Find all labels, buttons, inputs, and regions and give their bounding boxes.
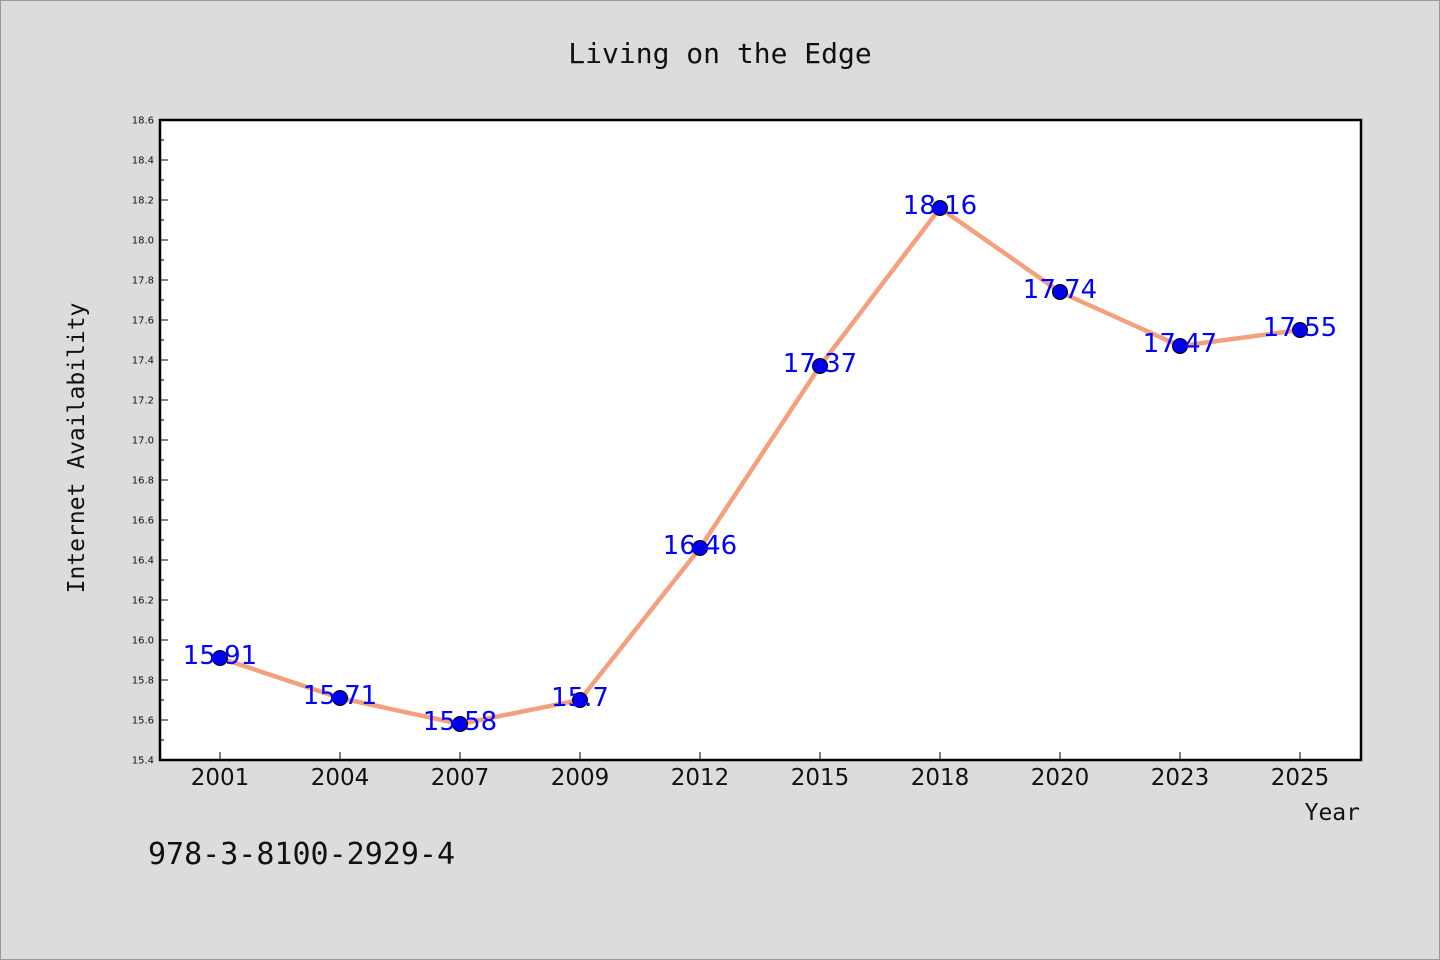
data-label: 15.71: [303, 681, 377, 711]
x-tick-label: 2015: [791, 765, 850, 791]
data-label: 17.74: [1023, 275, 1097, 305]
x-tick-label: 2007: [431, 765, 490, 791]
x-tick-label: 2020: [1031, 765, 1090, 791]
series-markers: [212, 200, 1308, 732]
data-point: [1292, 322, 1308, 338]
y-tick-label: 15.6: [132, 716, 154, 727]
data-label: 17.55: [1263, 313, 1337, 343]
data-label: 15.58: [423, 707, 497, 737]
data-point: [1052, 284, 1068, 300]
y-tick-label: 16.0: [132, 636, 154, 647]
y-tick-label: 18.2: [132, 196, 154, 207]
y-tick-label: 16.2: [132, 596, 154, 607]
data-point: [212, 650, 228, 666]
x-tick-label: 2009: [551, 765, 610, 791]
y-tick-label: 17.4: [132, 356, 154, 367]
data-label: 18.16: [903, 191, 977, 221]
y-tick-label: 18.0: [132, 236, 154, 247]
data-point: [932, 200, 948, 216]
y-axis: 15.4 15.6 15.8 16.0 16.2 16.4 16.6 16.8 17.0 17.2…: [132, 116, 168, 767]
series-line: [219, 205, 1301, 727]
series-polyline: [219, 205, 1301, 727]
x-tick-label: 2001: [191, 765, 250, 791]
y-tick-label: 16.8: [132, 476, 154, 487]
data-point: [812, 358, 828, 374]
data-label: 15.91: [183, 641, 257, 671]
isbn-annotation: 978-3-8100-2929-4: [148, 837, 455, 872]
data-point: [572, 692, 588, 708]
data-label: 15.7: [551, 683, 609, 713]
data-point: [332, 690, 348, 706]
y-tick-label: 17.6: [132, 316, 154, 327]
x-tick-label: 2025: [1271, 765, 1330, 791]
y-tick-label: 16.4: [132, 556, 154, 567]
chart-title: Living on the Edge: [568, 37, 871, 70]
plot-area: [158, 118, 1363, 762]
data-label: 17.37: [783, 349, 857, 379]
x-tick-label: 2012: [671, 765, 730, 791]
x-tick-label: 2004: [311, 765, 370, 791]
y-tick-label: 17.2: [132, 396, 154, 407]
data-labels: 15.91 15.71 15.58 15.7 16.46 17.37 18.16 17.74 1…: [183, 191, 1337, 737]
y-tick-label: 15.8: [132, 676, 154, 687]
y-axis-label: Internet Availability: [64, 303, 90, 594]
y-tick-label: 16.6: [132, 516, 154, 527]
y-tick-label: 15.4: [132, 756, 154, 767]
y-tick-label: 18.6: [132, 116, 154, 127]
x-tick-label: 2018: [911, 765, 970, 791]
data-point: [1172, 338, 1188, 354]
y-tick-label: 18.4: [132, 156, 154, 167]
data-point: [452, 716, 468, 732]
data-label: 17.47: [1143, 329, 1217, 359]
x-axis-label: Year: [1305, 800, 1360, 826]
data-label: 16.46: [663, 531, 737, 561]
y-tick-label: 17.8: [132, 276, 154, 287]
data-point: [692, 540, 708, 556]
x-tick-label: 2023: [1151, 765, 1210, 791]
x-axis: 2001 2004 2007 2009 2012 2015 2018 2020 2023 2025: [191, 752, 1330, 791]
y-tick-label: 17.0: [132, 436, 154, 447]
